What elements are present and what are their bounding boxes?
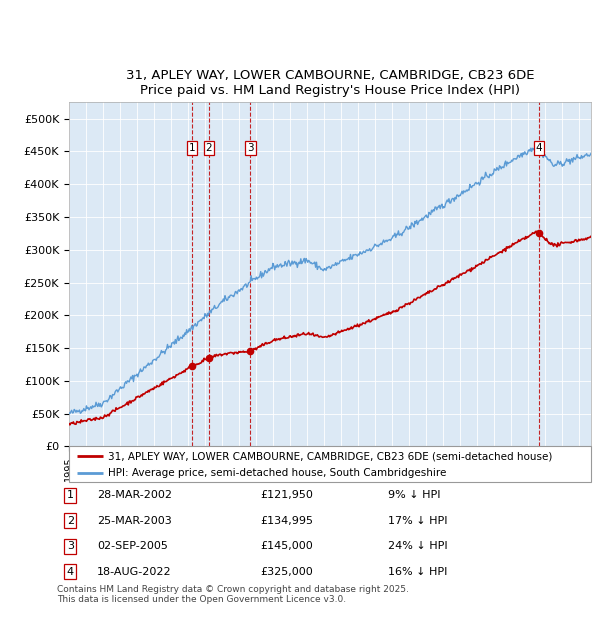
Text: 1: 1 <box>188 143 195 153</box>
Text: £325,000: £325,000 <box>260 567 313 577</box>
Text: £145,000: £145,000 <box>260 541 313 551</box>
Text: £134,995: £134,995 <box>260 516 313 526</box>
Text: £121,950: £121,950 <box>260 490 313 500</box>
Text: HPI: Average price, semi-detached house, South Cambridgeshire: HPI: Average price, semi-detached house,… <box>108 468 446 479</box>
Text: 02-SEP-2005: 02-SEP-2005 <box>97 541 168 551</box>
Text: 17% ↓ HPI: 17% ↓ HPI <box>388 516 448 526</box>
Text: 18-AUG-2022: 18-AUG-2022 <box>97 567 172 577</box>
Text: 4: 4 <box>535 143 542 153</box>
Text: 28-MAR-2002: 28-MAR-2002 <box>97 490 172 500</box>
Title: 31, APLEY WAY, LOWER CAMBOURNE, CAMBRIDGE, CB23 6DE
Price paid vs. HM Land Regis: 31, APLEY WAY, LOWER CAMBOURNE, CAMBRIDG… <box>126 69 534 97</box>
FancyBboxPatch shape <box>69 446 591 482</box>
Text: 16% ↓ HPI: 16% ↓ HPI <box>388 567 448 577</box>
Text: 3: 3 <box>247 143 254 153</box>
Text: 25-MAR-2003: 25-MAR-2003 <box>97 516 172 526</box>
Text: Contains HM Land Registry data © Crown copyright and database right 2025.
This d: Contains HM Land Registry data © Crown c… <box>57 585 409 604</box>
Text: 9% ↓ HPI: 9% ↓ HPI <box>388 490 440 500</box>
Text: 2: 2 <box>206 143 212 153</box>
Text: 1: 1 <box>67 490 74 500</box>
Text: 4: 4 <box>67 567 74 577</box>
Text: 24% ↓ HPI: 24% ↓ HPI <box>388 541 448 551</box>
Text: 2: 2 <box>67 516 74 526</box>
Text: 3: 3 <box>67 541 74 551</box>
Text: 31, APLEY WAY, LOWER CAMBOURNE, CAMBRIDGE, CB23 6DE (semi-detached house): 31, APLEY WAY, LOWER CAMBOURNE, CAMBRIDG… <box>108 451 553 461</box>
